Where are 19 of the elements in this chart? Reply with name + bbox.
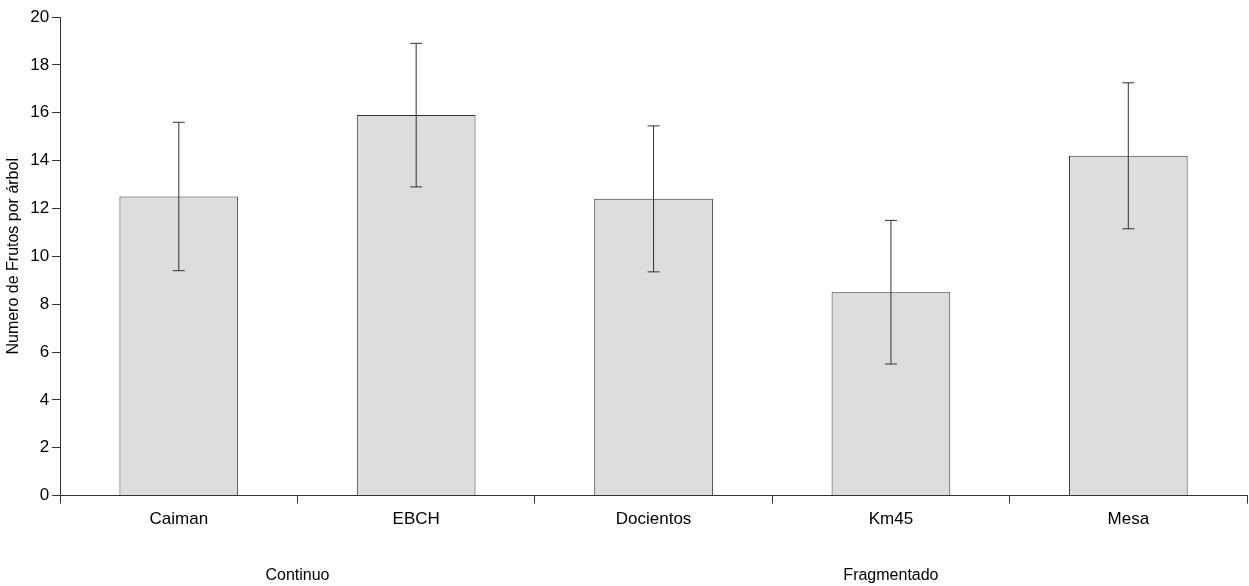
x-tick-label: Caiman (149, 509, 209, 529)
y-tick-label: 10 (30, 245, 50, 265)
x-tick-label: Docientos (615, 509, 692, 529)
x-tick-label: Km45 (868, 509, 914, 529)
y-tick-label: 6 (39, 341, 50, 361)
y-tick-label: 14 (30, 150, 50, 170)
y-tick-label: 12 (30, 198, 50, 218)
y-tick-label: 0 (39, 485, 50, 505)
y-axis-title: Numero de Frutos por árbol (4, 158, 22, 355)
y-tick-label: 16 (30, 102, 50, 122)
x-tick-label: EBCH (392, 509, 440, 529)
x-tick-label: Mesa (1107, 509, 1150, 529)
y-tick-label: 20 (30, 6, 50, 26)
y-tick-label: 18 (30, 54, 50, 74)
y-tick-label: 4 (39, 389, 50, 409)
text: Continuo (265, 566, 330, 584)
y-tick-label: 8 (39, 293, 50, 313)
text: Fragmentado (843, 566, 939, 584)
y-tick-label: 2 (39, 437, 50, 457)
